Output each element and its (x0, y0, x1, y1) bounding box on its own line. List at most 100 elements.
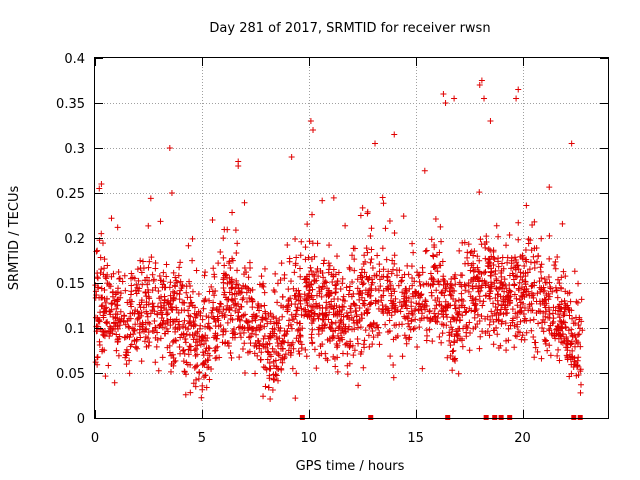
data-point (574, 362, 581, 369)
data-point (211, 348, 218, 355)
data-point (239, 346, 246, 353)
data-point (546, 279, 553, 286)
data-point (249, 298, 256, 305)
data-point (240, 295, 247, 302)
data-point (135, 287, 142, 294)
data-point (380, 287, 387, 294)
data-point (374, 324, 381, 331)
data-point (99, 240, 106, 247)
data-point (541, 302, 548, 309)
data-point (558, 298, 565, 305)
data-point (455, 297, 462, 304)
data-point (143, 325, 150, 332)
data-point (322, 321, 329, 328)
data-point (327, 324, 334, 331)
data-point (472, 296, 479, 303)
data-point (356, 296, 363, 303)
data-point (286, 255, 293, 262)
data-point (217, 301, 224, 308)
data-point (322, 313, 329, 320)
data-point (476, 345, 483, 352)
data-point (510, 315, 517, 322)
data-point (125, 349, 132, 356)
data-point (448, 324, 455, 331)
data-point (550, 318, 557, 325)
data-point (508, 265, 515, 272)
data-point (94, 314, 101, 321)
data-point (513, 295, 520, 302)
data-point (545, 314, 552, 321)
data-point (194, 351, 201, 358)
data-point (303, 353, 310, 360)
data-point (403, 314, 410, 321)
data-point (321, 280, 328, 287)
data-point (115, 352, 122, 359)
data-point (114, 325, 121, 332)
data-point (390, 374, 397, 381)
data-point (522, 246, 529, 253)
data-point (529, 222, 536, 229)
data-point (578, 296, 585, 303)
data-point (158, 315, 165, 322)
data-point (535, 307, 542, 314)
data-point (541, 296, 548, 303)
data-point (168, 361, 175, 368)
data-point (145, 342, 152, 349)
data-point (109, 288, 116, 295)
data-point (487, 272, 494, 279)
data-point (527, 259, 534, 266)
data-point (386, 309, 393, 316)
data-point (205, 344, 212, 351)
data-point (137, 257, 144, 264)
data-point (526, 292, 533, 299)
data-point (376, 341, 383, 348)
data-point (168, 190, 175, 196)
data-point (342, 222, 349, 229)
data-point (346, 264, 353, 271)
data-point (495, 255, 502, 262)
data-point (428, 289, 435, 296)
data-point (541, 336, 548, 343)
data-point (532, 344, 539, 351)
data-point (343, 309, 350, 316)
x-tick-label: 20 (514, 431, 531, 446)
data-point (409, 275, 416, 282)
data-point (470, 252, 477, 259)
data-point (569, 347, 576, 354)
data-point (231, 290, 238, 297)
data-point (490, 300, 497, 307)
data-point (227, 349, 234, 356)
data-point (176, 296, 183, 303)
data-point (180, 323, 187, 330)
data-point (213, 354, 220, 361)
data-point (164, 310, 171, 317)
data-point (492, 304, 499, 311)
data-point (465, 241, 472, 248)
data-point (409, 240, 416, 247)
data-point (473, 283, 480, 290)
data-point (347, 303, 354, 310)
data-point (142, 289, 149, 296)
data-point (308, 268, 315, 275)
data-point (333, 340, 340, 347)
data-point (122, 321, 129, 328)
data-point (530, 333, 537, 340)
data-point (122, 334, 129, 341)
data-point (199, 382, 206, 389)
data-point (570, 363, 577, 370)
data-point (375, 298, 382, 305)
data-point (279, 313, 286, 320)
data-point (155, 288, 162, 295)
data-point (183, 331, 190, 338)
data-point (131, 327, 138, 334)
data-point (525, 288, 532, 295)
data-point (247, 287, 254, 294)
data-point (282, 351, 289, 358)
data-point (213, 335, 220, 342)
data-point (144, 313, 151, 320)
x-tick-label: 0 (91, 431, 99, 446)
data-point (319, 328, 326, 335)
data-point (298, 311, 305, 318)
data-point (438, 308, 445, 315)
data-points (92, 77, 586, 403)
